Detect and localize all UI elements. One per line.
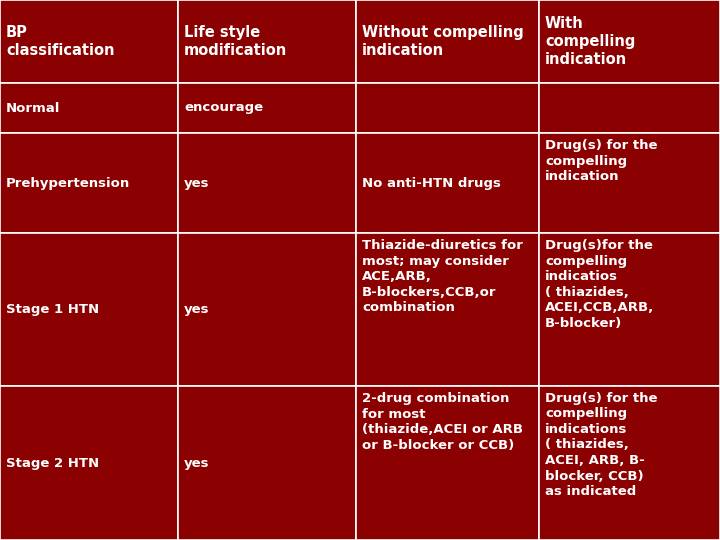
- Bar: [356, 133, 539, 233]
- Text: 2-drug combination
for most
(thiazide,ACEI or ARB
or B-blocker or CCB): 2-drug combination for most (thiazide,AC…: [362, 392, 523, 451]
- Bar: [356, 233, 539, 386]
- Text: yes: yes: [184, 456, 210, 469]
- Bar: [356, 0, 539, 83]
- Bar: [178, 0, 356, 83]
- Bar: [0, 386, 178, 540]
- Bar: [356, 386, 539, 540]
- Text: Stage 2 HTN: Stage 2 HTN: [6, 456, 99, 469]
- Bar: [0, 83, 178, 133]
- Text: Prehypertension: Prehypertension: [6, 177, 130, 190]
- Text: No anti-HTN drugs: No anti-HTN drugs: [362, 177, 501, 190]
- Bar: [539, 133, 720, 233]
- Text: Drug(s) for the
compelling
indications
( thiazides,
ACEI, ARB, B-
blocker, CCB)
: Drug(s) for the compelling indications (…: [545, 392, 657, 498]
- Text: encourage: encourage: [184, 102, 263, 114]
- Bar: [539, 0, 720, 83]
- Text: Thiazide-diuretics for
most; may consider
ACE,ARB,
B-blockers,CCB,or
combination: Thiazide-diuretics for most; may conside…: [362, 239, 523, 314]
- Bar: [178, 133, 356, 233]
- Text: Stage 1 HTN: Stage 1 HTN: [6, 303, 99, 316]
- Text: yes: yes: [184, 303, 210, 316]
- Bar: [178, 233, 356, 386]
- Bar: [178, 83, 356, 133]
- Text: Normal: Normal: [6, 102, 60, 114]
- Text: Without compelling
indication: Without compelling indication: [362, 25, 523, 58]
- Text: Life style
modification: Life style modification: [184, 25, 287, 58]
- Text: Drug(s)for the
compelling
indicatios
( thiazides,
ACEI,CCB,ARB,
B-blocker): Drug(s)for the compelling indicatios ( t…: [545, 239, 654, 329]
- Bar: [178, 386, 356, 540]
- Bar: [539, 386, 720, 540]
- Text: BP
classification: BP classification: [6, 25, 114, 58]
- Bar: [0, 0, 178, 83]
- Bar: [356, 83, 539, 133]
- Text: yes: yes: [184, 177, 210, 190]
- Text: With
compelling
indication: With compelling indication: [545, 16, 635, 67]
- Text: Drug(s) for the
compelling
indication: Drug(s) for the compelling indication: [545, 139, 657, 183]
- Bar: [539, 83, 720, 133]
- Bar: [0, 233, 178, 386]
- Bar: [0, 133, 178, 233]
- Bar: [539, 233, 720, 386]
